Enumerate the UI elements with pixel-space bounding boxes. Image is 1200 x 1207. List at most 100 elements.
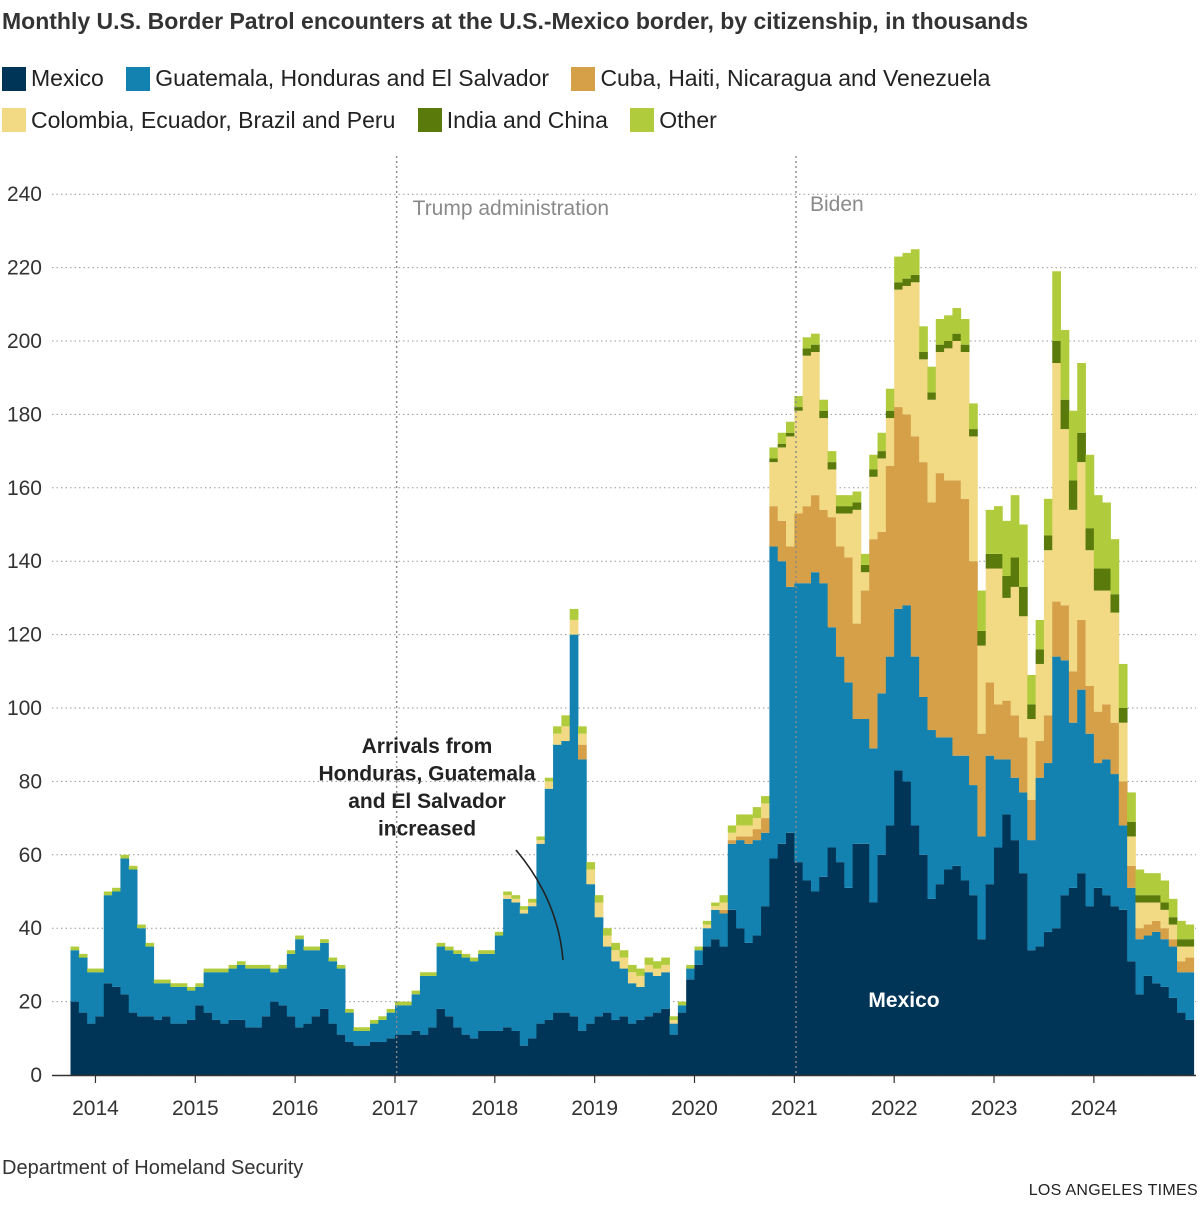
- bar-segment: [844, 887, 853, 1075]
- bar-segment: [1027, 704, 1037, 720]
- bar-segment: [611, 950, 621, 962]
- bar-segment: [761, 796, 770, 804]
- bar-segment: [844, 557, 853, 683]
- y-tick-label: 0: [30, 1064, 42, 1087]
- bar-segment: [686, 964, 695, 969]
- bar-segment: [1135, 994, 1145, 1075]
- bar-segment: [1027, 840, 1037, 951]
- bar-segment: [1043, 763, 1053, 932]
- bar-segment: [1018, 524, 1028, 587]
- bar-segment: [711, 906, 720, 910]
- bar-segment: [944, 480, 953, 738]
- bar-segment: [1010, 495, 1020, 558]
- bar-segment: [353, 1030, 363, 1046]
- bar-segment: [469, 1038, 479, 1075]
- bar-segment: [1093, 763, 1103, 888]
- bar-segment: [669, 1016, 679, 1020]
- bar-segment: [786, 832, 795, 1075]
- bar-segment: [428, 972, 437, 976]
- bar-segment: [1077, 432, 1086, 463]
- bar-segment: [902, 285, 912, 415]
- bar-segment: [1135, 902, 1145, 929]
- bar-segment: [503, 895, 512, 899]
- y-tick-label: 60: [19, 844, 42, 867]
- bar-segment: [295, 935, 304, 940]
- bar-segment: [528, 898, 537, 903]
- bar-segment: [1068, 887, 1078, 1075]
- bar-segment: [969, 403, 978, 430]
- annotations: Trump administration Biden Arrivals from Ho…: [318, 156, 940, 1075]
- bar-segment: [1085, 685, 1095, 734]
- bar-segment: [461, 953, 471, 958]
- bars: [70, 249, 1195, 1075]
- bar-segment: [586, 862, 596, 870]
- bar-segment: [827, 451, 837, 463]
- bar-segment: [960, 880, 970, 1075]
- bar-segment: [103, 891, 113, 896]
- bar-segment: [794, 513, 804, 584]
- bar-segment: [752, 829, 762, 841]
- bar-segment: [453, 950, 462, 954]
- bar-segment: [744, 942, 754, 1075]
- bar-segment: [786, 586, 795, 833]
- bar-segment: [295, 1027, 304, 1075]
- bar-segment: [761, 803, 770, 819]
- bar-segment: [927, 730, 937, 899]
- bar-segment: [794, 410, 804, 514]
- bar-segment: [702, 920, 712, 925]
- bar-segment: [977, 590, 987, 631]
- bar-segment: [419, 972, 429, 976]
- bar-segment: [162, 1016, 171, 1075]
- bar-segment: [103, 895, 113, 984]
- bar-segment: [1052, 271, 1061, 341]
- bar-segment: [852, 843, 862, 1075]
- bar-segment: [278, 964, 288, 969]
- bar-segment: [910, 282, 920, 437]
- bar-segment: [511, 902, 521, 1031]
- bar-segment: [1143, 924, 1153, 936]
- legend-swatch: [126, 66, 151, 91]
- bar-segment: [1110, 906, 1120, 1075]
- bar-segment: [694, 946, 704, 951]
- bar-segment: [536, 836, 546, 841]
- bar-segment: [752, 807, 762, 819]
- bar-segment: [261, 964, 271, 969]
- bar-segment: [1152, 920, 1161, 932]
- arrivals-annotation-line: and El Salvador: [348, 790, 506, 813]
- bar-segment: [761, 906, 770, 1075]
- legend-item-central-america: Guatemala, Honduras and El Salvador: [126, 60, 549, 97]
- legend-swatch: [2, 66, 26, 91]
- bar-segment: [1002, 597, 1012, 701]
- bar-segment: [486, 1030, 496, 1075]
- legend-item-india-china: India and China: [417, 102, 608, 139]
- bar-segment: [1160, 902, 1170, 910]
- bar-segment: [919, 854, 928, 1075]
- bar-segment: [453, 1027, 462, 1075]
- bar-segment: [927, 392, 937, 400]
- bar-segment: [852, 491, 862, 503]
- bar-segment: [1110, 594, 1120, 613]
- bar-segment: [178, 983, 188, 987]
- bar-segment: [1185, 1019, 1195, 1075]
- bar-segment: [736, 928, 745, 1075]
- bar-segment: [910, 825, 920, 1075]
- bar-segment: [186, 1019, 196, 1075]
- bar-segment: [278, 1005, 288, 1075]
- bar-segment: [802, 348, 812, 356]
- bar-segment: [611, 942, 621, 951]
- bar-segment: [985, 568, 995, 683]
- bar-segment: [1110, 612, 1120, 723]
- bar-segment: [786, 546, 795, 587]
- bar-segment: [1152, 983, 1161, 1075]
- bar-segment: [403, 1034, 413, 1075]
- bar-segment: [952, 341, 962, 481]
- bar-segment: [345, 1041, 354, 1075]
- mexico-bar-label: Mexico: [868, 989, 939, 1012]
- bar-segment: [1143, 975, 1153, 1075]
- bar-segment: [303, 1023, 313, 1075]
- bar-segment: [586, 869, 596, 885]
- bar-segment: [220, 1023, 229, 1075]
- bar-segment: [162, 983, 171, 1017]
- bar-segment: [960, 755, 970, 881]
- bar-segment: [819, 410, 829, 419]
